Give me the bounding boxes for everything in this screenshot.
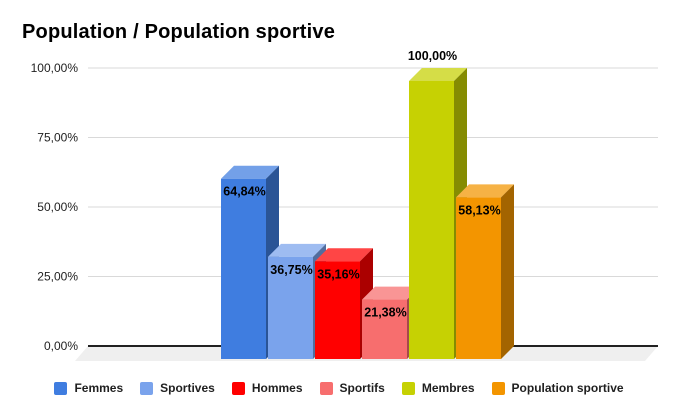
legend-label-sportives: Sportives [160,381,215,395]
bar-membres-top-face [409,68,467,81]
legend-swatch-sportifs [319,381,333,395]
bar-sportives-top-face [268,243,326,257]
value-label-population-sportive: 58,13% [458,203,500,217]
bar-sportives-front-face [268,256,313,359]
legend-item-membres: Membres [401,381,475,395]
legend-swatch-femmes [54,381,68,395]
legend-item-hommes: Hommes [231,381,303,395]
y-axis-tick-label: 0,00% [44,339,78,353]
bar-population-sportive-top-face [456,184,514,198]
legend-item-sportives: Sportives [140,381,215,395]
legend-label-membres: Membres [421,381,475,395]
legend-item-femmes: Femmes [54,381,123,395]
legend-item-population-sportive: Population sportive [491,381,624,395]
y-axis-tick-label: 25,00% [37,270,78,284]
y-axis-tick-label: 100,00% [31,61,79,75]
legend-label-femmes: Femmes [74,381,124,395]
bar-population-sportive-side-face [501,184,514,359]
value-label-hommes: 35,16% [317,267,359,281]
bar-sportifs-front-face [362,299,407,359]
bar-hommes-top-face [315,248,373,262]
value-label-sportives: 36,75% [270,263,312,277]
legend-label-population-sportive: Population sportive [511,381,624,395]
legend-item-sportifs: Sportifs [319,381,385,395]
legend-swatch-hommes [231,381,245,395]
bar-membres-front-face [409,81,454,359]
chart-title: Population / Population sportive [22,21,336,43]
legend-swatch-population-sportive [491,381,505,395]
legend-swatch-membres [401,381,415,395]
value-label-femmes: 64,84% [223,185,265,199]
bar-population-sportive-front-face [456,197,501,359]
bar-femmes-front-face [221,178,266,359]
bar-sportifs-top-face [362,286,420,300]
legend-label-sportifs: Sportifs [339,381,385,395]
legend-label-hommes: Hommes [251,381,303,395]
value-label-membres: 100,00% [408,49,457,63]
y-axis-tick-label: 50,00% [37,200,78,214]
legend-swatch-sportives [140,381,154,395]
y-axis-tick-label: 75,00% [37,131,78,145]
bar-hommes-front-face [315,261,360,359]
legend: Femmes Sportives Hommes Sportifs Membres Popu… [0,381,678,395]
bar-femmes-top-face [221,165,279,179]
value-label-sportifs: 21,38% [364,306,406,320]
